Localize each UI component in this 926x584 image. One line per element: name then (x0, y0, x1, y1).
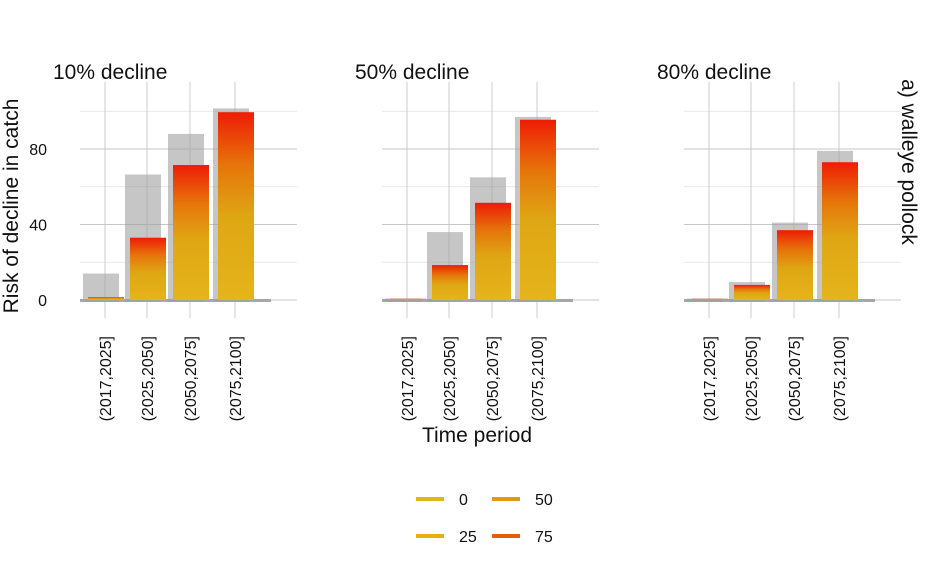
bar (432, 265, 468, 300)
x-tick-label: (2017,2025] (702, 336, 719, 421)
panel-title: 50% decline (355, 61, 469, 84)
facet-panel-1: 10% decline (2017,2025] (2025,2050] (2050,2… (53, 61, 297, 421)
y-tick-label: 0 (38, 293, 47, 310)
shadow-bar (687, 298, 723, 302)
facet-strip-label: a) walleye pollock (897, 79, 920, 245)
x-tick-label: (2017,2025] (400, 336, 417, 421)
bar (692, 298, 728, 300)
legend-label: 25 (459, 529, 477, 546)
bar (390, 298, 426, 300)
y-axis-label: Risk of decline in catch (0, 99, 23, 314)
bar (777, 230, 813, 300)
bar (822, 162, 858, 300)
bar (218, 112, 254, 300)
facet-panel-3: 80% decline (2017,2025] (2025,2050] (2050,2… (657, 61, 901, 421)
x-axis-label: Time period (422, 424, 532, 447)
shadow-bar (385, 298, 421, 302)
legend-item: 0 (416, 492, 468, 509)
panel-title: 10% decline (53, 61, 167, 84)
legend: 0 50 25 75 (416, 492, 553, 546)
bar (130, 237, 166, 300)
x-tick-label: (2075,2100] (832, 336, 849, 421)
facet-panel-2: 50% decline (2017,2025] (2025,2050] (2050,2… (355, 61, 599, 421)
x-tick-label: (2075,2100] (228, 336, 245, 421)
legend-label: 50 (535, 492, 553, 509)
x-tick-label: (2050,2075] (183, 336, 200, 421)
panel-title: 80% decline (657, 61, 771, 84)
facet-panels: 10% decline (2017,2025] (2025,2050] (2050,2… (29, 61, 901, 421)
bar (88, 297, 124, 300)
legend-item: 50 (492, 492, 553, 509)
bar (173, 165, 209, 300)
legend-item: 25 (416, 529, 477, 546)
x-tick-label: (2025,2050] (140, 336, 157, 421)
bar (734, 284, 770, 300)
y-tick-label: 80 (29, 142, 47, 159)
bar (520, 119, 556, 301)
legend-item: 75 (492, 529, 553, 546)
x-tick-label: (2050,2075] (787, 336, 804, 421)
x-tick-label: (2075,2100] (530, 336, 547, 421)
legend-label: 75 (535, 529, 553, 546)
x-tick-label: (2050,2075] (485, 336, 502, 421)
bar (475, 202, 511, 300)
x-tick-label: (2017,2025] (98, 336, 115, 421)
y-tick-label: 40 (29, 218, 47, 235)
x-tick-label: (2025,2050] (744, 336, 761, 421)
x-tick-label: (2025,2050] (442, 336, 459, 421)
legend-label: 0 (459, 492, 468, 509)
